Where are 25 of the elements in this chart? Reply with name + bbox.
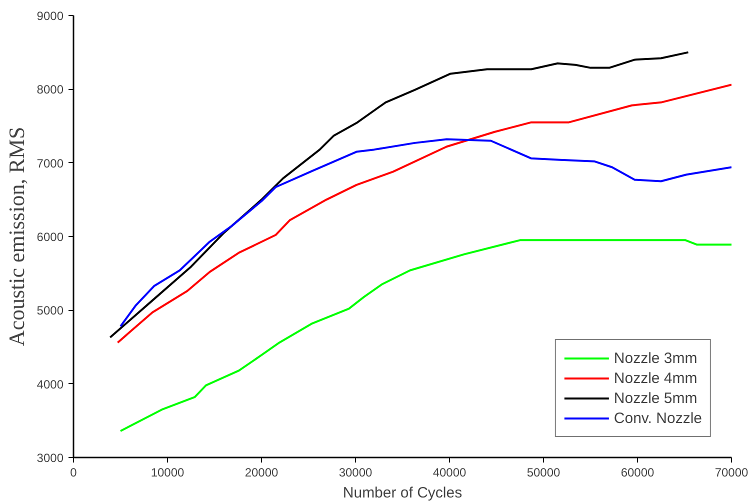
line-series — [109, 51, 690, 338]
x-tick-label: 40000 — [432, 466, 467, 480]
legend-label: Nozzle 3mm — [614, 350, 698, 366]
line-series — [120, 239, 732, 432]
x-tick-label: 50000 — [526, 466, 561, 480]
y-tick-label: 9000 — [36, 9, 64, 23]
y-tick-label: 7000 — [36, 156, 64, 170]
x-tick-label: 0 — [70, 466, 78, 480]
y-axis-title: Acoustic emission, RMS — [4, 126, 29, 346]
x-tick-label: 30000 — [338, 466, 373, 480]
y-tick-label: 4000 — [36, 377, 64, 392]
y-tick-label: 3000 — [36, 451, 64, 465]
line-series — [120, 138, 732, 328]
legend-label: Nozzle 4mm — [614, 370, 698, 386]
y-tick-label: 8000 — [36, 82, 64, 97]
legend-label: Conv. Nozzle — [614, 410, 702, 426]
x-tick-label: 10000 — [150, 466, 185, 480]
line-series — [116, 84, 732, 344]
x-tick-label: 20000 — [244, 466, 279, 480]
legend-label: Nozzle 5mm — [614, 390, 698, 406]
y-tick-label: 5000 — [36, 304, 64, 318]
y-tick-label: 6000 — [36, 230, 64, 244]
x-tick-label: 60000 — [620, 466, 655, 480]
x-tick-label: 70000 — [714, 466, 749, 480]
x-axis-title: Number of Cycles — [342, 484, 462, 502]
